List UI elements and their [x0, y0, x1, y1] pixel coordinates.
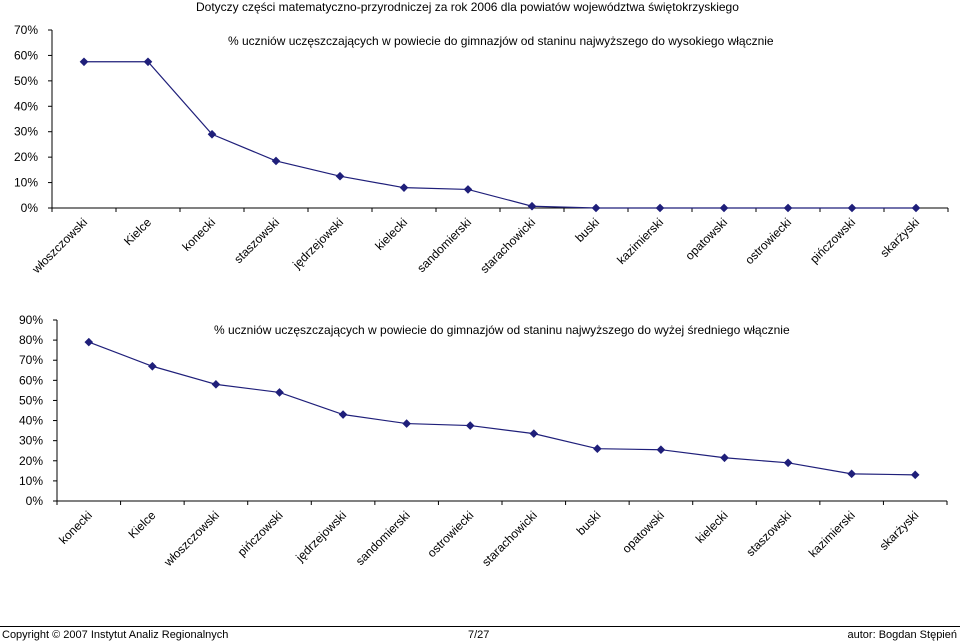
- chart-1-point: [783, 203, 793, 213]
- chart-2-point: [910, 470, 920, 480]
- chart-1-point: [911, 203, 921, 213]
- chart-1-x-tick-label: kazimierski: [614, 215, 666, 267]
- chart-1-x-tick-label: Kielce: [121, 215, 154, 248]
- chart-2-point: [783, 458, 793, 468]
- chart-2-point: [84, 337, 94, 347]
- chart-2-y-tick-label: 50%: [19, 393, 43, 407]
- chart-1-y-tick-label: 50%: [14, 74, 38, 88]
- chart-2-x-tick-label: staszowski: [743, 508, 794, 559]
- chart-2-y-tick-label: 0%: [26, 494, 44, 508]
- chart-2-y-tick-label: 30%: [19, 434, 43, 448]
- footer-page-number: 7/27: [468, 629, 490, 641]
- chart-1-x-tick-label: starachowicki: [477, 215, 538, 276]
- chart-1: % uczniów uczęszczających w powiecie do …: [14, 23, 949, 277]
- chart-1-y-tick-label: 30%: [14, 125, 38, 139]
- chart-1-y-tick-label: 10%: [14, 176, 38, 190]
- footer-author: autor: Bogdan Stępień: [847, 629, 957, 641]
- chart-1-y-tick-label: 60%: [14, 48, 38, 62]
- chart-2-point: [720, 453, 729, 463]
- chart-1-point: [655, 203, 665, 213]
- chart-2-point: [148, 361, 157, 371]
- footer: Copyright © 2007 Instytut Analiz Regiona…: [0, 626, 960, 643]
- chart-2-point: [338, 410, 348, 419]
- chart-2-y-tick-label: 40%: [19, 414, 43, 428]
- chart-1-x-tick-label: pińczowski: [807, 215, 858, 266]
- chart-1-x-tick-label: sandomierski: [414, 215, 474, 275]
- chart-2-x-tick-label: jędrzejowski: [292, 508, 349, 565]
- chart-1-y-tick-label: 70%: [14, 23, 38, 37]
- chart-2-point: [465, 421, 475, 430]
- chart-1-x-tick-label: kielecki: [372, 215, 410, 253]
- chart-2: % uczniów uczęszczających w powiecie do …: [19, 313, 948, 570]
- chart-1-point: [591, 203, 601, 213]
- chart-2-x-tick-label: buski: [574, 508, 604, 538]
- chart-2-y-tick-label: 90%: [19, 313, 43, 327]
- chart-2-x-tick-label: konecki: [56, 508, 95, 547]
- chart-2-x-tick-label: kielecki: [693, 508, 731, 546]
- chart-1-x-tick-label: opatowski: [682, 215, 730, 263]
- chart-2-y-tick-label: 20%: [19, 454, 43, 468]
- chart-1-point: [399, 183, 409, 192]
- chart-1-point: [527, 201, 537, 211]
- chart-2-point: [593, 444, 602, 454]
- chart-1-point: [463, 185, 473, 194]
- chart-2-point: [275, 388, 284, 397]
- chart-1-point: [207, 129, 217, 139]
- chart-2-point: [529, 429, 539, 438]
- chart-1-point: [335, 171, 345, 181]
- chart-2-series-line: [88, 341, 916, 476]
- chart-1-x-tick-label: buski: [572, 215, 602, 245]
- chart-2-point: [847, 469, 856, 479]
- chart-2-point: [656, 445, 666, 455]
- chart-1-x-tick-label: włoszczowski: [29, 215, 91, 277]
- chart-1-point: [271, 156, 281, 166]
- chart-1-x-tick-label: staszowski: [231, 215, 282, 266]
- chart-1-y-tick-label: 20%: [14, 150, 38, 164]
- chart-1-y-tick-label: 40%: [14, 99, 38, 113]
- chart-1-title: % uczniów uczęszczających w powiecie do …: [228, 34, 774, 48]
- chart-2-x-tick-label: pińczowski: [235, 508, 286, 559]
- chart-2-x-tick-label: Kielce: [125, 508, 158, 541]
- chart-2-x-tick-label: kazimierski: [806, 508, 858, 560]
- chart-1-point: [79, 57, 89, 67]
- chart-1-x-tick-label: konecki: [179, 215, 218, 254]
- chart-2-x-tick-label: sandomierski: [353, 508, 413, 568]
- chart-1-x-tick-label: skarżyski: [877, 215, 922, 260]
- chart-2-point: [211, 380, 221, 389]
- chart-2-x-tick-label: włoszczowski: [161, 508, 223, 570]
- chart-2-x-tick-label: skarżyski: [877, 508, 922, 553]
- chart-2-x-tick-label: starachowicki: [479, 508, 540, 569]
- chart-2-y-tick-label: 70%: [19, 353, 43, 367]
- page-title: Dotyczy części matematyczno-przyrodnicze…: [196, 0, 739, 14]
- chart-2-y-tick-label: 10%: [19, 474, 43, 488]
- chart-1-y-tick-label: 0%: [21, 201, 39, 215]
- chart-2-x-tick-label: opatowski: [619, 508, 667, 556]
- chart-2-x-tick-label: ostrowiecki: [424, 508, 476, 560]
- chart-2-y-tick-label: 60%: [19, 373, 43, 387]
- chart-1-point: [143, 57, 153, 67]
- chart-1-x-tick-label: jędrzejowski: [289, 215, 346, 272]
- chart-2-title: % uczniów uczęszczających w powiecie do …: [214, 323, 790, 337]
- chart-1-point: [719, 203, 729, 213]
- chart-1-series-line: [84, 61, 916, 209]
- chart-2-point: [402, 419, 411, 428]
- chart-1-x-tick-label: ostrowiecki: [742, 215, 794, 267]
- chart-1-point: [847, 203, 857, 213]
- footer-copyright: Copyright © 2007 Instytut Analiz Regiona…: [2, 629, 229, 641]
- chart-2-y-tick-label: 80%: [19, 333, 43, 347]
